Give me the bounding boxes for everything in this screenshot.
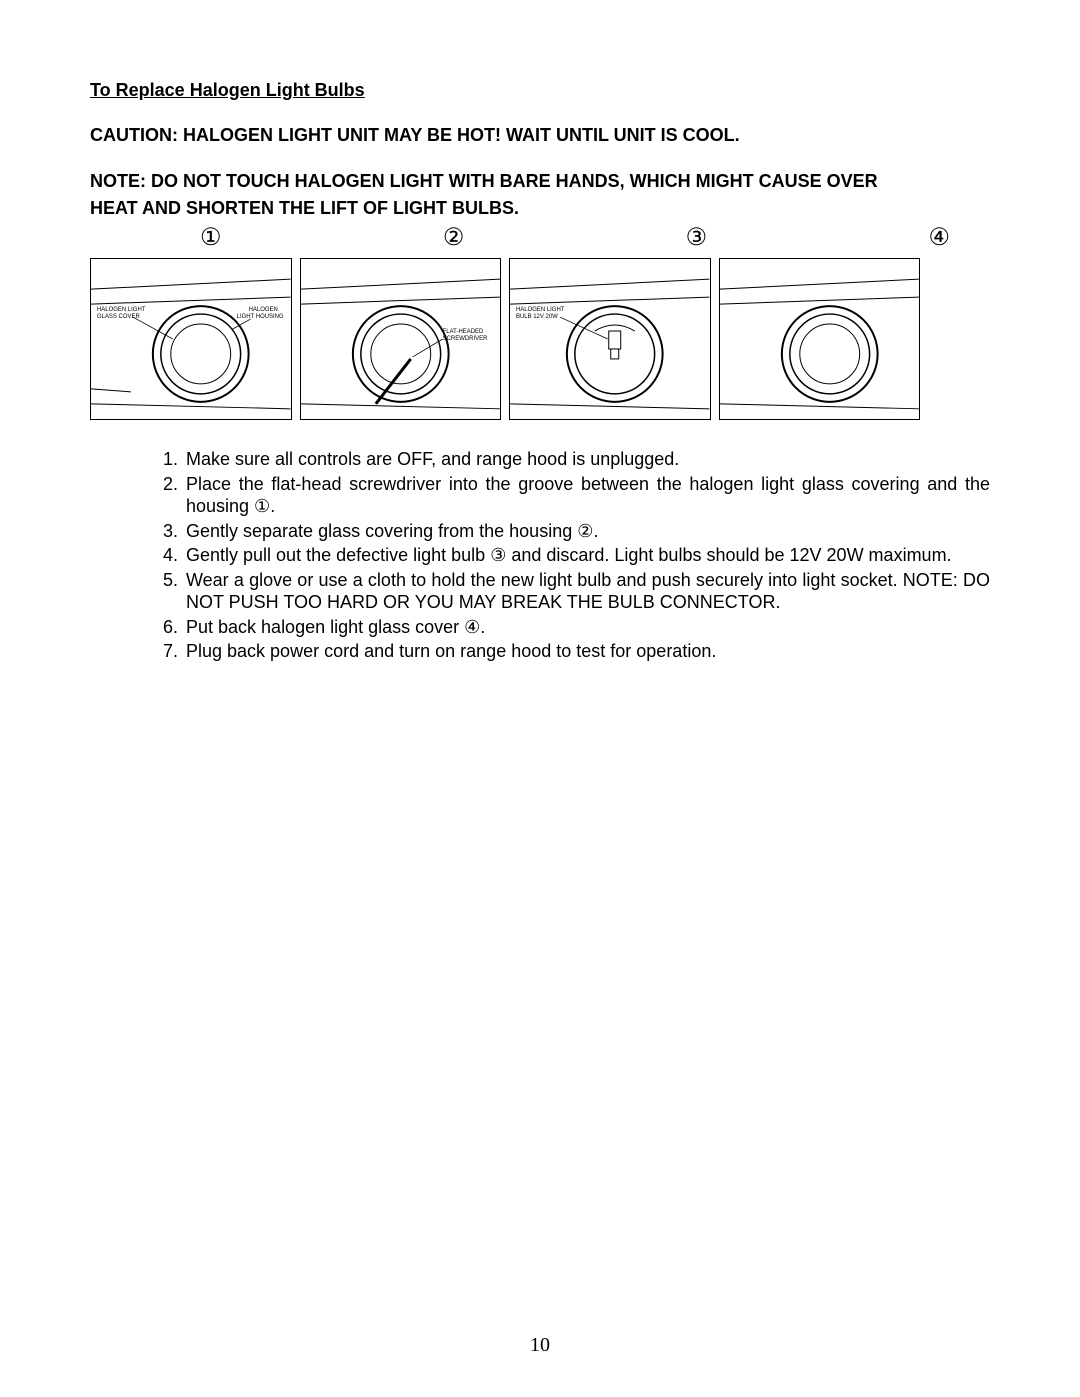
step-2: 2. Place the flat-head screwdriver into … (150, 473, 990, 518)
step-4-num: 4. (150, 544, 186, 567)
step-7-text: Plug back power cord and turn on range h… (186, 640, 990, 663)
step-6-num: 6. (150, 616, 186, 639)
step-3-text: Gently separate glass covering from the … (186, 520, 990, 543)
diagram-4 (719, 258, 921, 420)
step-4-text: Gently pull out the defective light bulb… (186, 544, 990, 567)
circled-4: ④ (928, 223, 950, 252)
circled-2: ② (443, 223, 465, 252)
step-6-text: Put back halogen light glass cover ④. (186, 616, 990, 639)
label-housing: HALOGEN (249, 307, 278, 313)
step-5: 5. Wear a glove or use a cloth to hold t… (150, 569, 990, 614)
step-5-num: 5. (150, 569, 186, 614)
diagram-2: FLAT-HEADED SCREWDRIVER (300, 258, 502, 420)
step-3-num: 3. (150, 520, 186, 543)
circled-1: ① (200, 223, 222, 252)
step-2-num: 2. (150, 473, 186, 518)
step-7: 7. Plug back power cord and turn on rang… (150, 640, 990, 663)
svg-text:BULB 12V 20W: BULB 12V 20W (516, 314, 558, 320)
svg-text:SCREWDRIVER: SCREWDRIVER (442, 336, 487, 342)
steps-list: 1. Make sure all controls are OFF, and r… (150, 448, 990, 663)
step-7-num: 7. (150, 640, 186, 663)
note-line-1: NOTE: DO NOT TOUCH HALOGEN LIGHT WITH BA… (90, 170, 990, 193)
section-title: To Replace Halogen Light Bulbs (90, 80, 990, 101)
label-glass-cover: HALOGEN LIGHT (97, 307, 146, 313)
step-6: 6. Put back halogen light glass cover ④. (150, 616, 990, 639)
caution-text: CAUTION: HALOGEN LIGHT UNIT MAY BE HOT! … (90, 125, 990, 146)
circled-3: ③ (686, 223, 708, 252)
diagrams-row: HALOGEN LIGHT GLASS COVER HALOGEN LIGHT … (90, 258, 920, 420)
step-2-text: Place the flat-head screwdriver into the… (186, 473, 990, 518)
step-4: 4. Gently pull out the defective light b… (150, 544, 990, 567)
page: To Replace Halogen Light Bulbs CAUTION: … (0, 0, 1080, 1397)
diagram-1: HALOGEN LIGHT GLASS COVER HALOGEN LIGHT … (90, 258, 292, 420)
diagram-3: HALOGEN LIGHT BULB 12V 20W (509, 258, 711, 420)
note-line-2: HEAT AND SHORTEN THE LIFT OF LIGHT BULBS… (90, 197, 990, 220)
step-1-text: Make sure all controls are OFF, and rang… (186, 448, 990, 471)
svg-text:GLASS COVER: GLASS COVER (97, 314, 140, 320)
svg-text:LIGHT HOUSING: LIGHT HOUSING (237, 314, 284, 320)
diagram-numbers-row: ① ② ③ ④ (160, 223, 990, 252)
step-5-text: Wear a glove or use a cloth to hold the … (186, 569, 990, 614)
label-screwdriver: FLAT-HEADED (442, 329, 483, 335)
step-3: 3. Gently separate glass covering from t… (150, 520, 990, 543)
step-1-num: 1. (150, 448, 186, 471)
page-number: 10 (0, 1334, 1080, 1357)
label-bulb: HALOGEN LIGHT (516, 307, 565, 313)
step-1: 1. Make sure all controls are OFF, and r… (150, 448, 990, 471)
